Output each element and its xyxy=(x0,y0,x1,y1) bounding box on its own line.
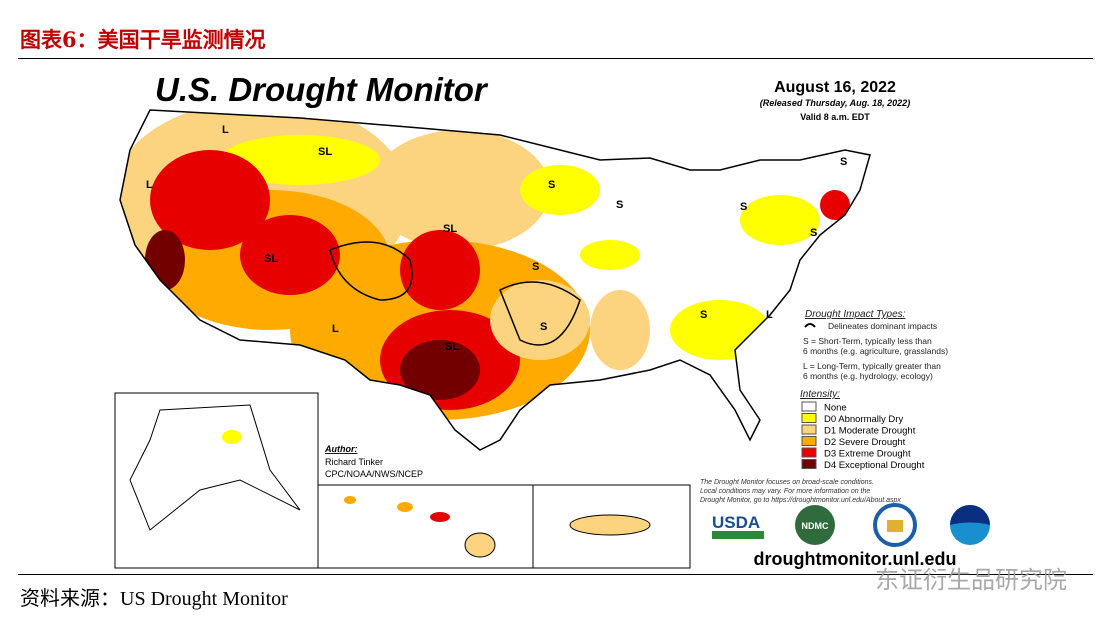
legend-label: D1 Moderate Drought xyxy=(824,426,916,437)
svg-text:L: L xyxy=(222,124,229,136)
legend-label: D4 Exceptional Drought xyxy=(824,460,925,471)
legend-label: D2 Severe Drought xyxy=(824,437,906,448)
svg-text:S: S xyxy=(540,321,547,333)
svg-text:SL: SL xyxy=(445,341,459,353)
legend-swatch xyxy=(801,447,817,458)
legend-swatch xyxy=(801,413,817,423)
svg-text:Drought Monitor, go to https:/: Drought Monitor, go to https://droughtmo… xyxy=(700,497,901,504)
svg-text:S: S xyxy=(616,199,623,211)
released-date: (Released Thursday, Aug. 18, 2022) xyxy=(760,98,910,108)
figure-caption: 图表6：美国干旱监测情况 xyxy=(20,27,266,52)
svg-text:Intensity:: Intensity: xyxy=(800,389,840,400)
impact-line-icon xyxy=(804,323,816,328)
agency-logos: USDA NDMC droughtmonitor.unl.edu xyxy=(712,503,990,569)
valid-time: Valid 8 a.m. EDT xyxy=(800,112,870,122)
puerto-rico-inset xyxy=(532,484,691,569)
hawaii-inset xyxy=(317,484,534,569)
svg-text:L: L xyxy=(766,309,773,321)
legend-swatch xyxy=(801,401,817,412)
svg-text:SL: SL xyxy=(443,223,457,235)
alaska-inset xyxy=(114,392,319,569)
svg-text:SL: SL xyxy=(318,146,332,158)
legend-label: D3 Extreme Drought xyxy=(824,449,911,460)
svg-text:Richard Tinker: Richard Tinker xyxy=(325,457,383,467)
legend-swatch xyxy=(801,424,817,435)
svg-text:L: L xyxy=(146,179,153,191)
legend-label: None xyxy=(824,403,847,414)
svg-text:L: L xyxy=(332,323,339,335)
legend-label: D0 Abnormally Dry xyxy=(824,414,903,425)
svg-text:CPC/NOAA/NWS/NCEP: CPC/NOAA/NWS/NCEP xyxy=(325,469,423,479)
svg-text:S: S xyxy=(840,156,847,168)
watermark: 东证衍生品研究院 xyxy=(875,566,1067,594)
svg-text:S: S xyxy=(700,309,707,321)
note-block: The Drought Monitor focuses on broad-sca… xyxy=(700,479,901,504)
svg-text:Local conditions may vary. For: Local conditions may vary. For more info… xyxy=(700,488,870,495)
svg-text:The Drought Monitor focuses on: The Drought Monitor focuses on broad-sca… xyxy=(700,479,874,486)
svg-text:6 months (e.g. hydrology, ecol: 6 months (e.g. hydrology, ecology) xyxy=(803,371,933,381)
usda-logo: USDA xyxy=(712,513,760,532)
top-rule xyxy=(18,58,1093,59)
map-title: U.S. Drought Monitor xyxy=(155,71,489,108)
bottom-rule xyxy=(18,574,1093,575)
svg-text:Author:: Author: xyxy=(324,444,358,454)
map-url: droughtmonitor.unl.edu xyxy=(754,549,957,569)
svg-text:L = Long-Term, typically great: L = Long-Term, typically greater than xyxy=(803,361,941,371)
svg-text:Drought Impact Types:: Drought Impact Types: xyxy=(805,309,906,320)
svg-text:S: S xyxy=(810,227,817,239)
legend-swatch xyxy=(801,436,817,446)
svg-text:6 months (e.g. agriculture, gr: 6 months (e.g. agriculture, grasslands) xyxy=(803,346,948,356)
legend-swatch xyxy=(801,459,817,469)
map-date: August 16, 2022 xyxy=(774,79,896,96)
source-note: 资料来源：US Drought Monitor xyxy=(20,588,288,610)
svg-text:S = Short-Term, typically less: S = Short-Term, typically less than xyxy=(803,336,932,346)
svg-text:S: S xyxy=(548,179,555,191)
ndmc-logo xyxy=(795,505,835,545)
svg-text:S: S xyxy=(532,261,539,273)
svg-text:NDMC: NDMC xyxy=(802,521,829,531)
impact-boundaries xyxy=(329,241,581,346)
svg-text:SL: SL xyxy=(264,253,278,265)
impact-legend: Drought Impact Types: Delineates dominan… xyxy=(800,309,948,400)
svg-text:S: S xyxy=(740,201,747,213)
author-block: Author: Richard Tinker CPC/NOAA/NWS/NCEP xyxy=(324,444,423,479)
svg-text:Delineates dominant impacts: Delineates dominant impacts xyxy=(828,321,937,331)
